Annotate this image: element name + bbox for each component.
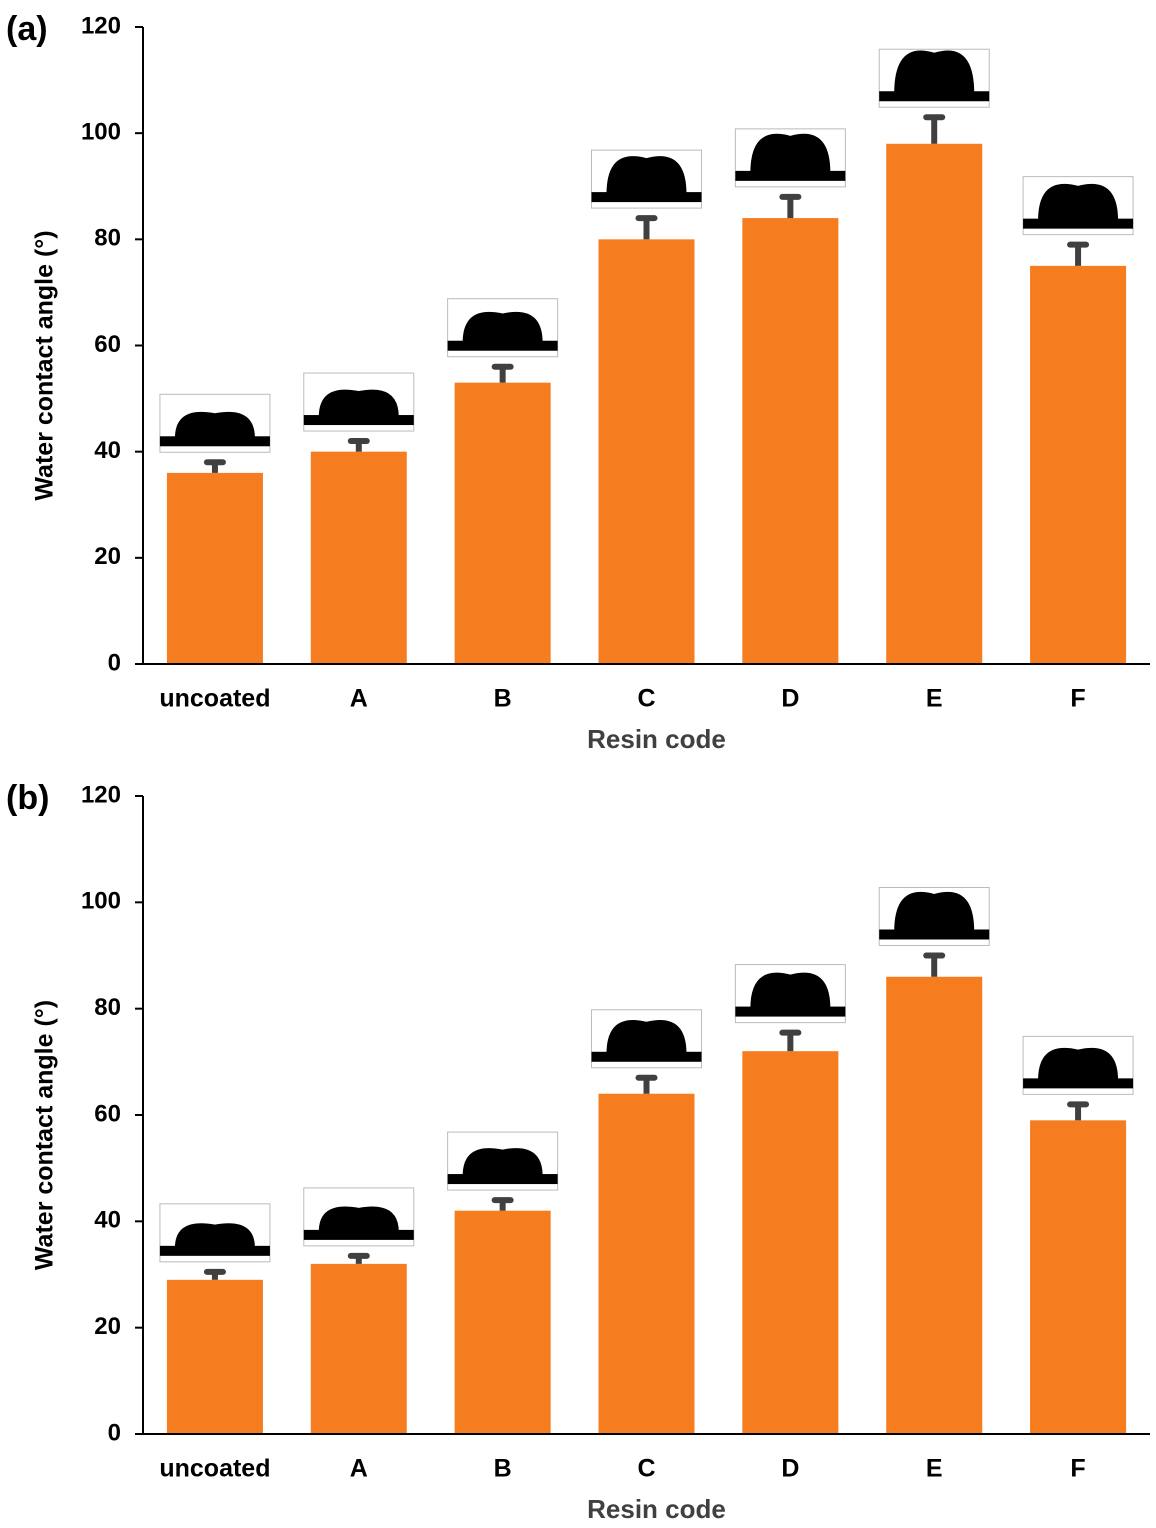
x-axis-label: Resin code bbox=[587, 1494, 726, 1524]
bar bbox=[311, 452, 407, 664]
x-tick-label: C bbox=[637, 1455, 655, 1483]
error-bar bbox=[495, 1200, 511, 1211]
error-bar bbox=[782, 1033, 798, 1052]
bar bbox=[599, 239, 695, 664]
y-tick-label: 60 bbox=[94, 1100, 121, 1127]
error-bar bbox=[207, 1272, 223, 1280]
x-axis-label: Resin code bbox=[587, 724, 726, 754]
bar bbox=[167, 1280, 263, 1434]
y-tick-label: 100 bbox=[81, 119, 121, 146]
droplet bbox=[894, 892, 974, 932]
x-tick-label: A bbox=[350, 685, 368, 713]
y-tick-label: 0 bbox=[108, 649, 121, 676]
droplet bbox=[1038, 184, 1118, 221]
x-tick-label: A bbox=[350, 1455, 368, 1483]
x-tick-label: F bbox=[1070, 1455, 1085, 1483]
y-tick-label: 80 bbox=[94, 994, 121, 1021]
x-tick-label: E bbox=[926, 1455, 943, 1483]
droplet bbox=[750, 134, 830, 173]
error-bar bbox=[351, 441, 367, 452]
y-axis-label: Water contact angle (°) bbox=[31, 230, 59, 500]
y-tick-label: 40 bbox=[94, 437, 121, 464]
bar bbox=[886, 144, 982, 664]
error-bar bbox=[782, 197, 798, 218]
droplet bbox=[463, 1148, 543, 1176]
error-bar bbox=[639, 218, 655, 239]
bar bbox=[167, 473, 263, 664]
x-tick-label: uncoated bbox=[159, 1455, 270, 1483]
x-tick-label: D bbox=[781, 1455, 799, 1483]
error-bar bbox=[926, 117, 942, 144]
y-tick-label: 80 bbox=[94, 225, 121, 252]
x-tick-label: F bbox=[1070, 685, 1085, 713]
x-tick-label: uncoated bbox=[159, 685, 270, 713]
y-tick-label: 20 bbox=[94, 543, 121, 570]
droplet bbox=[319, 390, 399, 417]
x-tick-label: B bbox=[494, 685, 512, 713]
panel-label: (b) bbox=[6, 779, 49, 817]
droplet bbox=[750, 973, 830, 1009]
error-bar bbox=[639, 1078, 655, 1094]
y-tick-label: 60 bbox=[94, 331, 121, 358]
error-bar bbox=[351, 1256, 367, 1264]
y-tick-label: 20 bbox=[94, 1313, 121, 1340]
bar bbox=[455, 1211, 551, 1434]
droplet bbox=[1038, 1048, 1118, 1080]
droplet bbox=[607, 1020, 687, 1054]
y-tick-label: 120 bbox=[81, 781, 121, 808]
droplet bbox=[319, 1207, 399, 1232]
y-tick-label: 0 bbox=[108, 1419, 121, 1446]
x-tick-label: E bbox=[926, 685, 943, 713]
bar bbox=[886, 977, 982, 1434]
droplet bbox=[175, 412, 255, 438]
panel-label: (a) bbox=[6, 10, 48, 48]
x-tick-label: C bbox=[637, 685, 655, 713]
figure: 0 20 40 60 80 100 120 uncoated A B C D E F Resin code W… bbox=[0, 0, 1156, 1528]
y-tick-label: 120 bbox=[81, 12, 121, 39]
error-bar bbox=[1070, 1104, 1086, 1120]
bar bbox=[599, 1094, 695, 1434]
bar bbox=[742, 218, 838, 664]
droplet bbox=[607, 156, 687, 194]
droplet bbox=[463, 312, 543, 343]
x-tick-label: D bbox=[781, 685, 799, 713]
bar bbox=[311, 1264, 407, 1434]
error-bar bbox=[926, 956, 942, 977]
droplet bbox=[175, 1223, 255, 1248]
droplet bbox=[894, 50, 974, 93]
bar bbox=[1030, 266, 1126, 664]
bar bbox=[455, 383, 551, 664]
bar bbox=[1030, 1120, 1126, 1434]
error-bar bbox=[495, 367, 511, 383]
y-tick-label: 100 bbox=[81, 888, 121, 915]
error-bar bbox=[207, 462, 223, 473]
y-axis-label: Water contact angle (°) bbox=[31, 1000, 59, 1270]
error-bar bbox=[1070, 245, 1086, 266]
y-tick-label: 40 bbox=[94, 1207, 121, 1234]
x-tick-label: B bbox=[494, 1455, 512, 1483]
bar bbox=[742, 1051, 838, 1434]
